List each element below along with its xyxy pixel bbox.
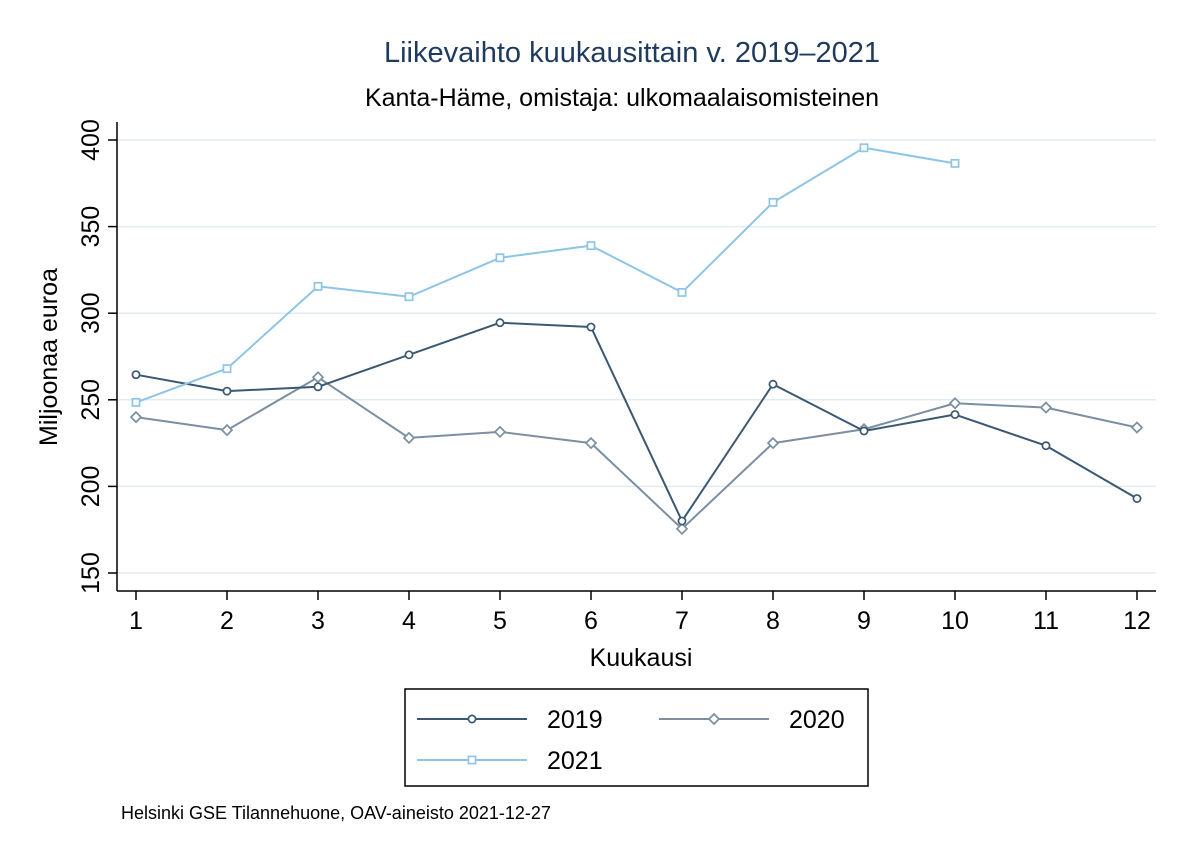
data-point-2020 <box>129 410 143 424</box>
data-point-2019 <box>586 322 596 332</box>
x-tick-label: 11 <box>1033 607 1059 635</box>
data-point-2019 <box>313 382 323 392</box>
legend-box <box>404 688 869 787</box>
data-point-2020 <box>766 436 780 450</box>
data-point-2019 <box>495 318 505 328</box>
data-point-2019 <box>404 350 414 360</box>
data-point-2019 <box>1132 494 1142 503</box>
y-axis-ticks: 150 200 250 300 350 400 <box>77 119 117 594</box>
x-tick-label: 9 <box>857 607 871 635</box>
x-tick-label: 5 <box>493 607 507 635</box>
y-tick-label: 300 <box>77 292 105 334</box>
legend-marker-2020 <box>707 712 721 726</box>
source-note: Helsinki GSE Tilannehuone, OAV-aineisto … <box>121 803 551 823</box>
series-2019 <box>131 318 1142 526</box>
y-tick-label: 250 <box>77 379 105 421</box>
chart-title: Liikevaihto kuukausittain v. 2019–2021 <box>384 37 880 69</box>
x-tick-label: 4 <box>402 607 416 635</box>
series-lines <box>129 143 1144 536</box>
data-point-2019 <box>768 379 778 389</box>
legend-marker-2019 <box>467 714 477 724</box>
x-axis-label: Kuukausi <box>590 644 693 672</box>
y-tick-label: 400 <box>77 119 105 161</box>
data-point-2021 <box>586 241 596 251</box>
data-point-2019 <box>131 370 141 380</box>
series-line-2019 <box>135 321 1138 523</box>
x-tick-label: 8 <box>766 607 780 635</box>
data-point-2020 <box>675 522 689 536</box>
data-point-2019 <box>950 410 960 419</box>
series-line-2021 <box>135 146 956 404</box>
data-point-2019 <box>859 426 869 436</box>
x-tick-label: 6 <box>584 607 598 635</box>
data-point-2021 <box>131 397 141 407</box>
legend-item-2020: 2020 <box>659 706 845 734</box>
x-tick-label: 2 <box>220 607 234 635</box>
data-point-2020 <box>584 436 598 450</box>
data-point-2020 <box>311 371 325 384</box>
data-point-2020 <box>948 397 962 410</box>
x-axis-ticks: 1 2 3 4 5 6 7 8 9 10 11 12 <box>129 591 1151 635</box>
data-point-2021 <box>404 292 414 302</box>
x-tick-label: 7 <box>675 607 689 635</box>
data-point-2021 <box>495 253 505 263</box>
data-point-2020 <box>1130 421 1144 434</box>
legend-label-2020: 2020 <box>789 706 845 734</box>
y-tick-label: 200 <box>77 466 105 508</box>
data-point-2021 <box>859 143 869 153</box>
data-point-2019 <box>222 386 232 396</box>
chart-subtitle: Kanta-Häme, omistaja: ulkomaalaisomistei… <box>365 84 879 112</box>
series-2021 <box>131 143 960 407</box>
legend-label-2021: 2021 <box>547 747 603 775</box>
data-point-2020 <box>220 423 234 437</box>
data-point-2020 <box>1039 401 1053 414</box>
data-point-2020 <box>493 425 507 439</box>
legend-marker-2021 <box>467 755 477 765</box>
data-point-2021 <box>677 287 687 297</box>
data-point-2020 <box>402 431 416 445</box>
y-tick-label: 350 <box>77 206 105 248</box>
y-tick-label: 150 <box>77 552 105 594</box>
legend-item-2019: 2019 <box>417 706 603 734</box>
data-point-2021 <box>222 364 232 374</box>
data-point-2019 <box>1041 441 1051 451</box>
data-point-2021 <box>768 197 778 207</box>
x-tick-label: 1 <box>129 607 143 635</box>
legend-item-2021: 2021 <box>417 747 603 775</box>
legend: 2019 2020 2021 <box>417 706 845 775</box>
data-point-2019 <box>677 516 687 526</box>
x-tick-label: 3 <box>311 607 325 635</box>
x-tick-label: 10 <box>941 607 969 635</box>
legend-label-2019: 2019 <box>547 706 603 734</box>
data-point-2021 <box>313 281 323 291</box>
series-line-2020 <box>135 376 1138 530</box>
x-tick-label: 12 <box>1123 607 1151 635</box>
y-axis-label: Miljoonaa euroa <box>35 268 63 446</box>
data-point-2021 <box>950 158 960 168</box>
